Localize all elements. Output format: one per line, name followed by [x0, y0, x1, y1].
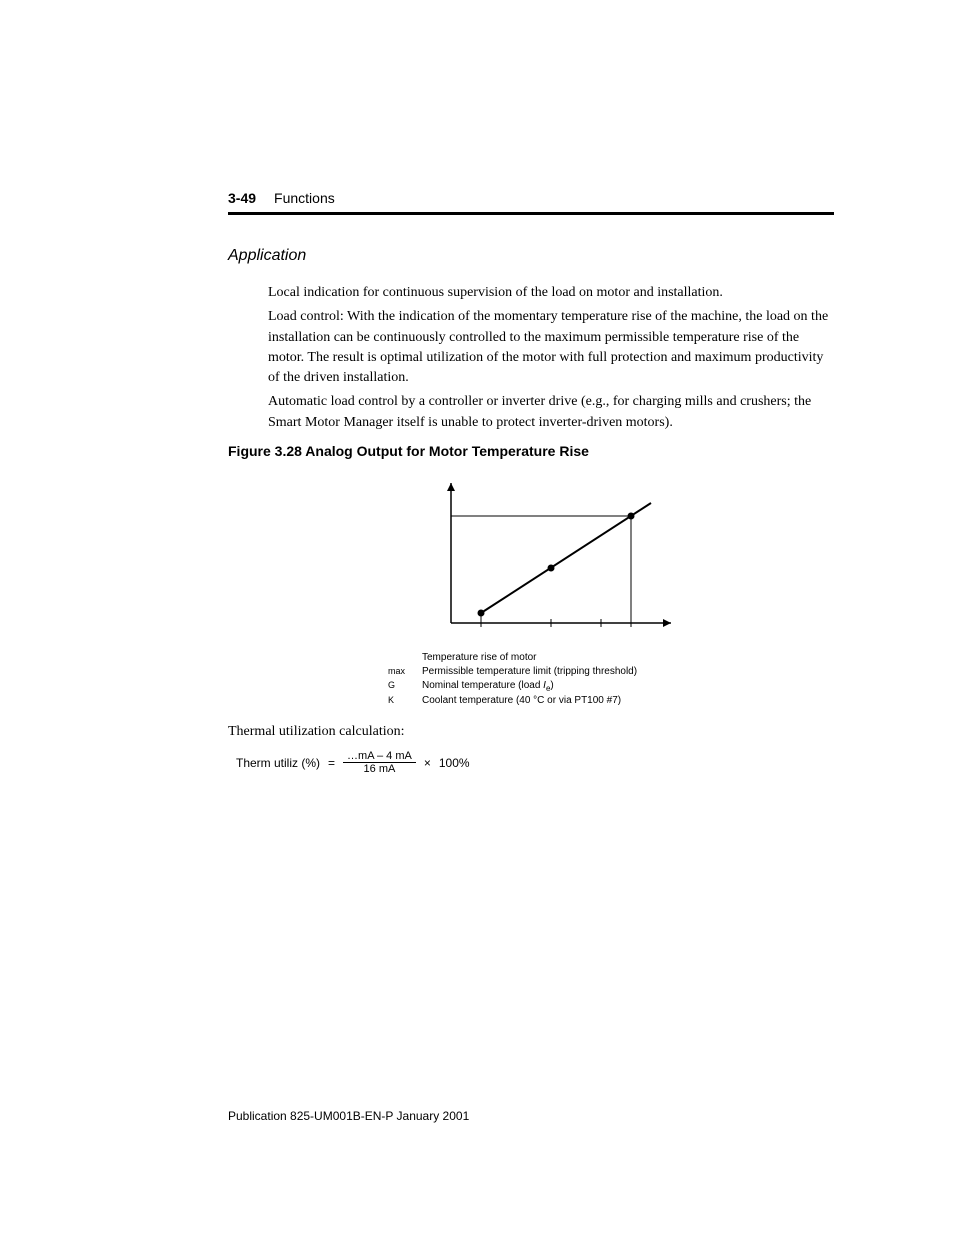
paragraph: Load control: With the indication of the… — [268, 307, 834, 388]
legend-key: G — [388, 679, 412, 694]
paragraph: Automatic load control by a controller o… — [268, 392, 834, 433]
formula-lhs: Therm utiliz (%) — [236, 756, 320, 770]
legend-key — [388, 651, 412, 665]
chart-container — [268, 473, 834, 643]
legend-row: max Permissible temperature limit (tripp… — [388, 665, 834, 679]
legend-key: max — [388, 665, 412, 679]
formula-equals: = — [328, 756, 335, 770]
chart-legend: Temperature rise of motor max Permissibl… — [388, 651, 834, 708]
page-header: 3-49 Functions — [228, 190, 834, 206]
formula-fraction: …mA – 4 mA 16 mA — [343, 750, 416, 775]
legend-text: Coolant temperature (40 °C or via PT100 … — [422, 694, 621, 708]
legend-row: G Nominal temperature (load Ie) — [388, 679, 834, 694]
formula-rhs: 100% — [439, 756, 470, 770]
fraction-numerator: …mA – 4 mA — [343, 750, 416, 763]
formula-times: × — [424, 756, 431, 770]
legend-text: Permissible temperature limit (tripping … — [422, 665, 637, 679]
chapter-title: Functions — [274, 190, 335, 206]
calculation-label: Thermal utilization calculation: — [228, 724, 834, 740]
legend-text: Nominal temperature (load Ie) — [422, 679, 554, 694]
formula: Therm utiliz (%) = …mA – 4 mA 16 mA × 10… — [236, 750, 834, 775]
legend-row: K Coolant temperature (40 °C or via PT10… — [388, 694, 834, 708]
header-rule — [228, 212, 834, 215]
page-number: 3-49 — [228, 190, 256, 206]
fraction-denominator: 16 mA — [360, 763, 400, 775]
legend-text: Temperature rise of motor — [422, 651, 537, 665]
publication-footer: Publication 825-UM001B-EN-P January 2001 — [228, 1109, 469, 1123]
section-heading: Application — [228, 247, 834, 265]
figure-caption: Figure 3.28 Analog Output for Motor Temp… — [228, 443, 834, 459]
analog-output-chart — [421, 473, 681, 643]
legend-row: Temperature rise of motor — [388, 651, 834, 665]
paragraph: Local indication for continuous supervis… — [268, 283, 834, 303]
legend-key: K — [388, 694, 412, 708]
